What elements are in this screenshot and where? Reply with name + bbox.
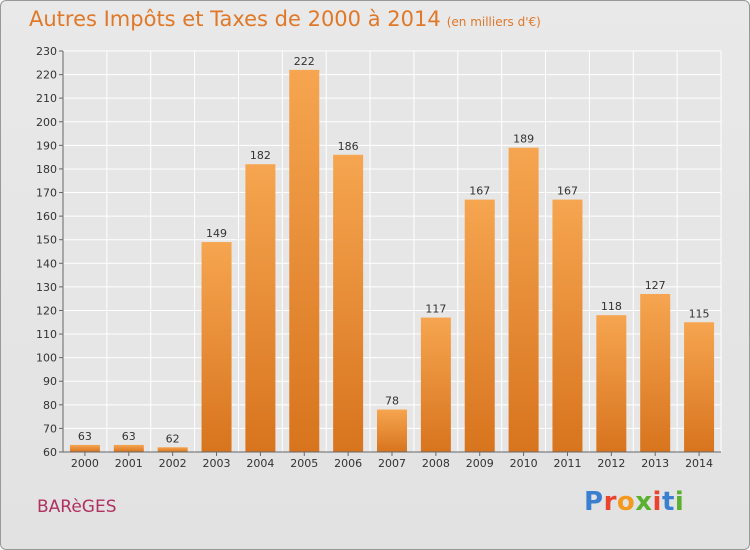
x-tick-label-2009: 2009 [466, 457, 494, 470]
bar-2004 [245, 164, 276, 453]
bar-2010 [508, 147, 539, 452]
bars: 63 63 62 149 182 222 186 78 117 167 189 167 118 127 11… [69, 55, 715, 453]
y-tick-label: 200 [36, 116, 57, 129]
x-tick-label-2014: 2014 [685, 457, 713, 470]
y-tick-label: 140 [36, 257, 57, 270]
proxiti-logo: Proxiti [584, 487, 684, 517]
data-label-2007: 78 [385, 395, 399, 408]
data-label-2012: 118 [601, 300, 622, 313]
bar-2011 [552, 199, 583, 452]
x-tick-label-2012: 2012 [597, 457, 625, 470]
y-tick-label: 220 [36, 69, 57, 82]
data-label-2003: 149 [206, 227, 227, 240]
bar-2012 [596, 315, 627, 452]
y-tick-label: 100 [36, 352, 57, 365]
data-label-2005: 222 [294, 55, 315, 68]
logo-letter: x [635, 487, 653, 517]
x-tick-label-2010: 2010 [510, 457, 538, 470]
x-tick-label-2013: 2013 [641, 457, 669, 470]
chart-subtitle: (en milliers d'€) [446, 15, 541, 29]
y-tick-label: 90 [43, 375, 57, 388]
y-tick-label: 230 [36, 45, 57, 58]
data-label-2008: 117 [425, 303, 446, 316]
data-label-2001: 63 [122, 430, 136, 443]
y-tick-label: 120 [36, 304, 57, 317]
x-tick-label-2002: 2002 [159, 457, 187, 470]
data-label-2014: 115 [689, 307, 710, 320]
bar-2014 [684, 322, 715, 452]
y-tick-label: 190 [36, 139, 57, 152]
bar-2002 [157, 447, 188, 452]
y-tick-label: 210 [36, 92, 57, 105]
y-tick-label: 110 [36, 328, 57, 341]
x-tick-label-2001: 2001 [115, 457, 143, 470]
bar-2000 [69, 444, 100, 452]
bar-2005 [289, 69, 320, 452]
bar-2003 [201, 242, 232, 452]
title-text: Autres Impôts et Taxes de 2000 à 2014 [29, 7, 441, 31]
y-tick-label: 80 [43, 399, 57, 412]
logo-letter: t [661, 487, 675, 517]
logo-letter: i [652, 487, 662, 517]
logo-letter: P [584, 487, 604, 517]
logo-letter: o [616, 487, 636, 517]
data-label-2009: 167 [469, 185, 490, 198]
x-tick-label-2006: 2006 [334, 457, 362, 470]
bar-2008 [420, 317, 451, 452]
bar-2009 [464, 199, 495, 452]
bar-2001 [113, 444, 144, 452]
y-tick-label: 180 [36, 163, 57, 176]
x-tick-label-2011: 2011 [553, 457, 581, 470]
x-tick-label-2005: 2005 [290, 457, 318, 470]
data-label-2004: 182 [250, 149, 271, 162]
x-tick-label-2000: 2000 [71, 457, 99, 470]
data-label-2002: 62 [166, 432, 180, 445]
logo-letter: i [674, 487, 685, 517]
axes: 60 70 80 90 100 110 120 130 140 150 160 170 180 190 20… [36, 45, 721, 470]
bar-2007 [377, 409, 407, 452]
bar-2006 [333, 154, 364, 452]
y-tick-label: 130 [36, 281, 57, 294]
logo-letter: r [603, 487, 617, 517]
commune-name: BARèGES [37, 497, 117, 517]
x-tick-label-2004: 2004 [246, 457, 274, 470]
y-tick-label: 60 [43, 446, 57, 459]
y-tick-label: 150 [36, 234, 57, 247]
data-label-2006: 186 [338, 140, 359, 153]
bar-2013 [640, 293, 671, 452]
y-tick-label: 170 [36, 187, 57, 200]
x-tick-label-2003: 2003 [203, 457, 231, 470]
x-tick-label-2007: 2007 [378, 457, 406, 470]
data-label-2011: 167 [557, 185, 578, 198]
chart-title: Autres Impôts et Taxes de 2000 à 2014 (en… [29, 7, 541, 31]
data-label-2013: 127 [645, 279, 666, 292]
y-tick-label: 70 [43, 422, 57, 435]
data-label-2010: 189 [513, 133, 534, 146]
data-label-2000: 63 [78, 430, 92, 443]
x-tick-label-2008: 2008 [422, 457, 450, 470]
y-tick-label: 160 [36, 210, 57, 223]
